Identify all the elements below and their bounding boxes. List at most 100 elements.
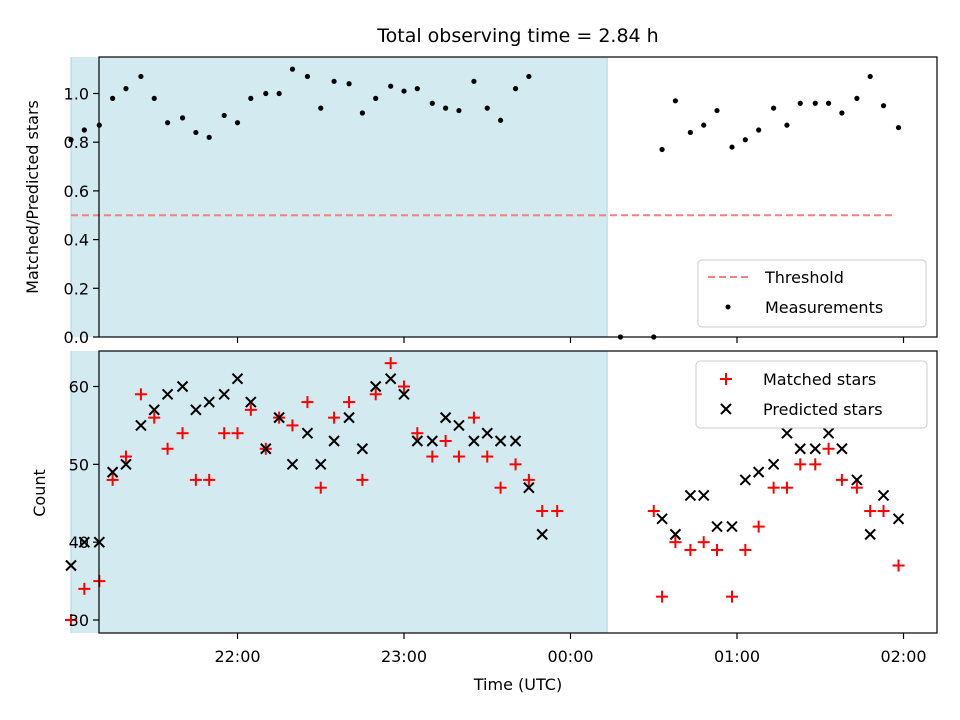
matched-star-marker	[536, 505, 549, 518]
measurement-point	[151, 95, 157, 101]
matched-star-marker	[286, 419, 299, 432]
matched-star-marker	[739, 543, 752, 556]
observing-window-shade-top	[70, 57, 608, 337]
measurement-point	[289, 66, 296, 72]
measurement-point	[388, 83, 394, 89]
predicted-star-marker	[203, 396, 215, 408]
predicted-star-marker	[218, 388, 230, 400]
predicted-star-marker	[851, 474, 863, 486]
matched-star-marker	[119, 450, 132, 463]
predicted-star-marker	[809, 443, 821, 455]
measurement-point	[797, 100, 803, 106]
matched-star-marker	[752, 520, 765, 533]
matched-star-marker	[711, 543, 724, 556]
top-y-tick-label: 0.4	[64, 231, 89, 250]
matched-star-marker	[411, 427, 424, 440]
predicted-star-marker	[523, 481, 535, 494]
predicted-star-marker	[453, 419, 465, 432]
predicted-star-marker	[260, 443, 272, 455]
legend-matched-label: Matched stars	[763, 370, 876, 389]
predicted-star-marker	[656, 513, 668, 525]
predicted-star-marker	[877, 489, 890, 502]
matched-star-marker	[684, 543, 697, 556]
matched-star-marker	[161, 442, 174, 455]
legend-measurements-label: Measurements	[765, 298, 883, 317]
matched-star-marker	[439, 434, 452, 447]
bottom-axes-frame	[98, 350, 938, 634]
bottom-x-tick-label: 22:00	[214, 647, 260, 666]
ratio-panel: Total observing time = 2.84 h 0.00.20.40…	[23, 25, 938, 347]
top-y-tick-label: 0.2	[64, 279, 89, 298]
matched-star-marker	[189, 473, 202, 486]
predicted-star-points	[65, 373, 905, 572]
bottom-y-ticks: 30 40 50 60	[69, 378, 99, 630]
top-y-ticks: 0.0 0.2 0.4 0.6 0.8 1.0	[64, 85, 99, 347]
count-panel: 30 40 50 60 22:00 23:00 00:00 01:00 02:00 Count…	[30, 350, 938, 694]
predicted-star-marker	[494, 435, 507, 447]
measurement-point	[263, 90, 269, 97]
predicted-star-marker	[369, 380, 382, 393]
measurement-point	[443, 105, 449, 111]
matched-star-marker	[452, 450, 465, 463]
measurement-point	[206, 134, 212, 140]
measurement-point	[742, 137, 748, 143]
predicted-star-marker	[301, 427, 314, 439]
top-y-tick-label: 0.6	[64, 182, 89, 201]
predicted-star-marker	[864, 528, 876, 541]
top-y-axis-label: Matched/Predicted stars	[23, 100, 42, 294]
matched-star-marker	[384, 357, 397, 370]
legend-threshold-label: Threshold	[764, 268, 844, 287]
measurement-point	[248, 95, 254, 101]
measurement-point	[138, 73, 144, 80]
measurement-point	[867, 73, 873, 80]
matched-star-marker	[697, 536, 710, 549]
predicted-star-marker	[439, 411, 452, 424]
matched-star-marker	[647, 505, 660, 518]
predicted-star-marker	[892, 513, 905, 525]
bottom-y-tick-label: 60	[69, 378, 89, 397]
observing-window-shade-bottom	[70, 351, 608, 633]
measurement-points	[68, 66, 902, 340]
predicted-star-marker	[328, 435, 340, 447]
bottom-y-tick-label: 40	[69, 533, 89, 552]
predicted-star-marker	[148, 404, 160, 416]
bottom-y-axis-label: Count	[30, 469, 49, 517]
predicted-star-marker	[135, 419, 147, 432]
predicted-star-marker	[739, 474, 752, 486]
predicted-star-marker	[120, 458, 132, 471]
bottom-legend: Matched stars Predicted stars	[695, 360, 928, 429]
predicted-star-marker	[315, 458, 327, 471]
bottom-x-tick-label: 01:00	[714, 647, 760, 666]
measurement-point	[110, 95, 116, 101]
measurement-point	[234, 120, 241, 126]
predicted-star-marker	[669, 528, 682, 541]
predicted-star-marker	[767, 458, 780, 471]
matched-star-marker	[343, 396, 356, 409]
matched-star-marker	[835, 473, 848, 486]
measurement-point	[346, 81, 352, 87]
measurement-point	[854, 95, 860, 101]
shaded-region-bottom	[71, 351, 608, 633]
matched-star-marker	[314, 481, 327, 494]
matched-star-marker	[176, 427, 189, 440]
matched-star-marker	[467, 411, 480, 424]
matched-star-marker	[203, 473, 216, 486]
matched-star-marker	[231, 427, 244, 440]
predicted-star-marker	[78, 536, 91, 548]
top-y-tick-label: 0.8	[64, 133, 89, 152]
measurement-point	[812, 100, 818, 106]
measurement-point	[771, 105, 777, 111]
bottom-x-tick-label: 00:00	[547, 647, 593, 666]
measurement-point	[221, 112, 227, 119]
predicted-star-marker	[190, 404, 202, 416]
matched-star-marker	[892, 559, 905, 572]
measurement-point	[714, 107, 720, 114]
predicted-star-marker	[231, 373, 244, 385]
matched-star-marker	[794, 458, 807, 471]
matched-star-marker	[78, 582, 91, 595]
predicted-star-marker	[286, 458, 299, 471]
matched-star-marker	[481, 450, 494, 463]
matched-star-marker	[669, 536, 682, 549]
matched-star-marker	[328, 411, 341, 424]
